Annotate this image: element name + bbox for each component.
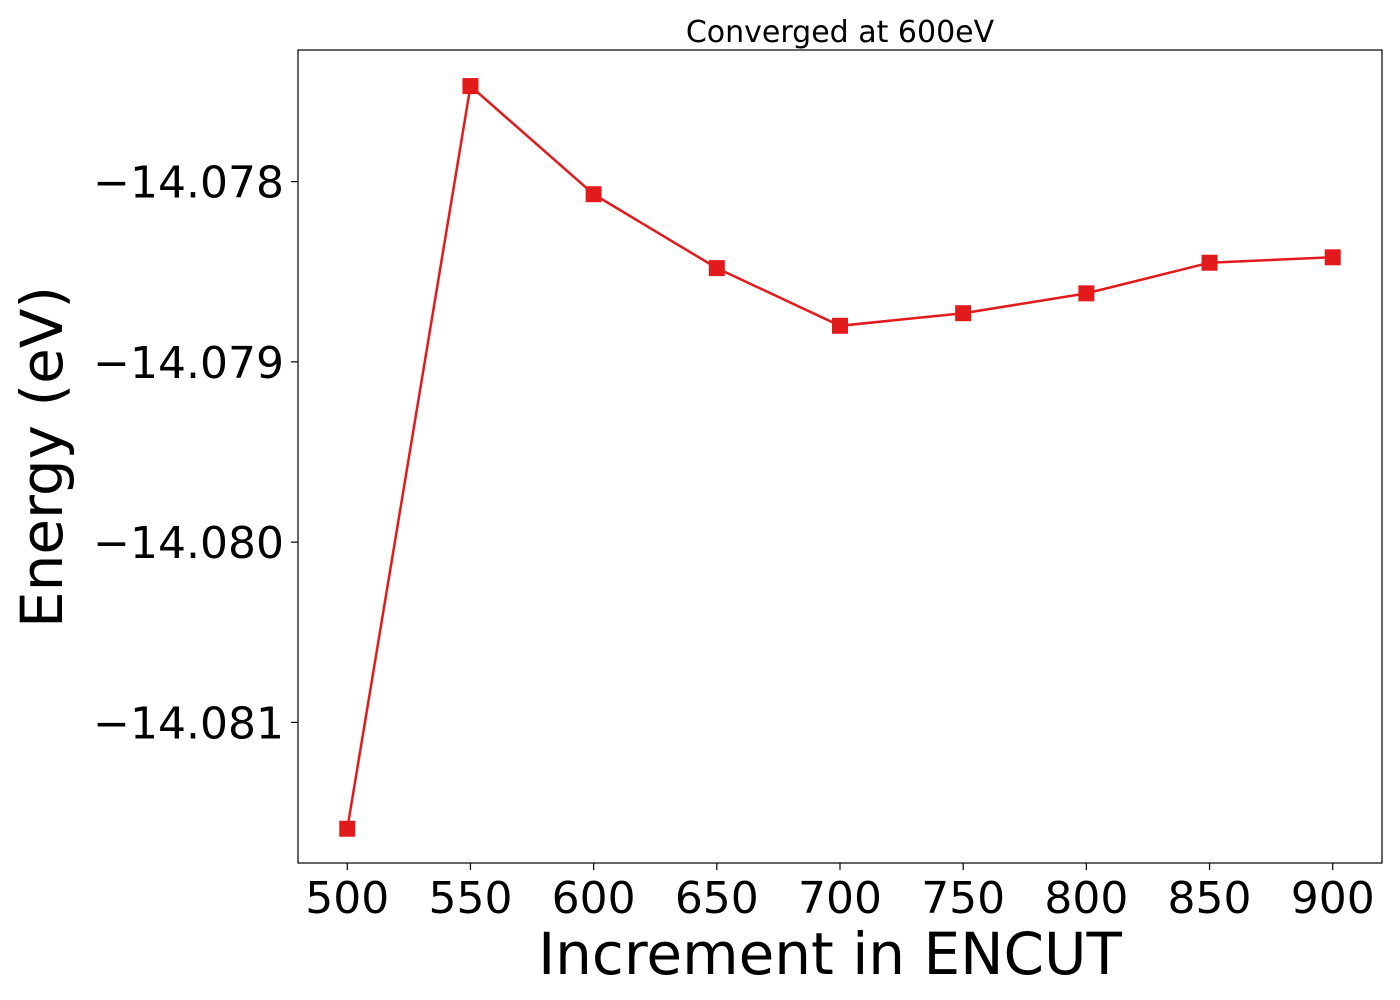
x-tick-label: 850	[1168, 873, 1252, 924]
x-tick-label: 500	[305, 873, 389, 924]
series-line	[346, 83, 1333, 829]
data-point	[462, 78, 479, 95]
x-axis-label: Increment in ENCUT	[538, 920, 1122, 988]
data-point	[955, 305, 972, 322]
y-tick-label: −14.078	[93, 158, 284, 209]
x-axis: 500 550 600 650 700 750 800 850 900	[305, 863, 1375, 924]
x-tick-label: 750	[921, 873, 1005, 924]
chart-title: Converged at 600eV	[686, 15, 995, 50]
y-tick-label: −14.081	[93, 698, 284, 749]
data-point	[339, 820, 356, 837]
series-markers	[339, 78, 1341, 837]
y-axis-label: Energy (eV)	[8, 286, 76, 628]
data-point	[1201, 254, 1218, 271]
data-point	[708, 260, 725, 277]
x-tick-label: 900	[1291, 873, 1375, 924]
data-point	[1324, 249, 1341, 266]
x-tick-label: 600	[552, 873, 636, 924]
y-tick-label: −14.080	[93, 518, 284, 569]
x-tick-label: 650	[675, 873, 759, 924]
x-tick-label: 550	[428, 873, 512, 924]
y-axis: −14.078 −14.079 −14.080 −14.081	[93, 158, 298, 749]
data-point	[832, 317, 848, 334]
y-tick-label: −14.079	[93, 338, 284, 389]
x-tick-label: 700	[798, 873, 882, 924]
x-tick-label: 800	[1044, 873, 1128, 924]
plot-frame	[297, 49, 1383, 864]
data-point	[585, 186, 602, 203]
data-point	[1078, 285, 1095, 302]
